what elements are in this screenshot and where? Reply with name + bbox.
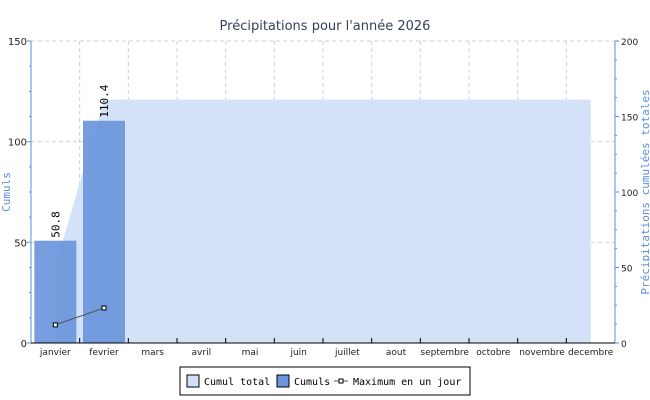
maximum-line	[52, 305, 107, 328]
cumul-total-area	[55, 99, 591, 343]
y2-axis-label: Précipitations cumulées totales	[639, 89, 650, 294]
y2-tick-label: 50	[621, 265, 633, 275]
legend-marker-maximum	[338, 378, 344, 384]
bar-data-label: 110.4	[98, 84, 111, 117]
y2-tick-label: 200	[621, 38, 638, 48]
x-tick-label: juin	[289, 348, 306, 358]
legend-label-cumul-total: Cumul total	[204, 377, 270, 388]
legend-swatch-cumuls	[276, 374, 290, 388]
x-tick-label: janvier	[39, 348, 71, 358]
y-tick-label: 50	[14, 238, 27, 249]
x-tick-label: fevrier	[89, 348, 119, 358]
x-tick-label: decembre	[568, 348, 614, 358]
axes: 0 50 100 150 0 50 100 150 200 janvier fevrier mars a…	[8, 37, 639, 358]
legend-swatch-cumul-total	[186, 374, 200, 388]
y2-tick-label: 100	[621, 189, 638, 199]
y2-tick-label: 0	[621, 340, 627, 350]
x-tick-label: avril	[192, 348, 212, 358]
marker-maximum	[52, 322, 58, 328]
y-axis-label: Cumuls	[0, 172, 13, 212]
bar-data-label: 50.8	[49, 211, 62, 238]
x-tick-label: aout	[386, 348, 407, 358]
x-tick-label: mars	[141, 348, 164, 358]
x-tick-label: novembre	[519, 348, 565, 358]
x-tick-label: juillet	[334, 348, 360, 358]
bar-cumuls	[34, 240, 77, 343]
legend-box	[179, 366, 471, 396]
legend-label-maximum: Maximum en un jour	[353, 377, 461, 388]
chart-title: Précipitations pour l'année 2026	[220, 19, 431, 34]
marker-maximum	[101, 305, 107, 311]
y2-tick-label: 150	[621, 114, 638, 124]
line-maximum	[55, 307, 105, 326]
x-tick-label: mai	[242, 348, 259, 358]
area-cumul-total	[55, 99, 591, 343]
legend: Cumul total Cumuls Maximum en un jour	[179, 366, 471, 396]
x-tick-label: octobre	[476, 348, 511, 358]
y-tick-label: 100	[8, 138, 27, 149]
legend-label-cumuls: Cumuls	[294, 377, 330, 388]
y-tick-label: 150	[8, 37, 27, 48]
x-tick-label: septembre	[420, 348, 469, 358]
y-tick-label: 0	[21, 339, 27, 350]
